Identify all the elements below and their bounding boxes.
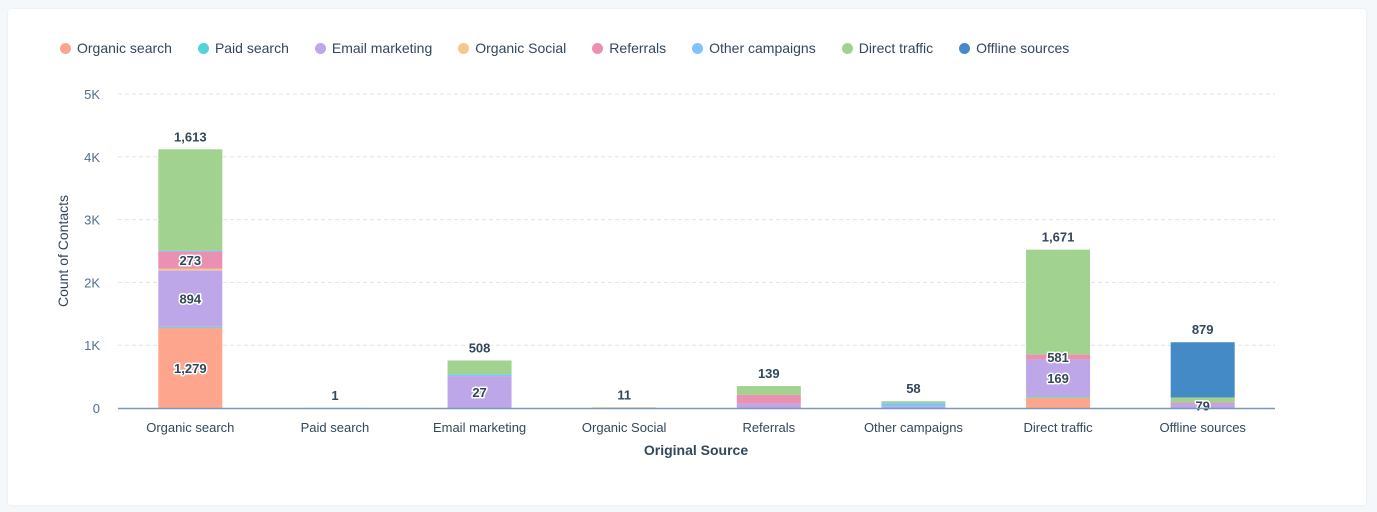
legend-label: Organic Social — [475, 40, 567, 56]
bar-segment — [736, 403, 801, 408]
legend-dot-icon — [314, 42, 326, 54]
bar-segment — [158, 326, 223, 328]
legend-dot-icon — [197, 42, 209, 54]
x-axis-title: Original Source — [644, 442, 748, 458]
data-label: 79 — [1195, 399, 1209, 414]
bar-segment — [1026, 249, 1091, 355]
data-label: 139 — [758, 366, 780, 381]
bar-segment — [1026, 396, 1091, 398]
legend-label: Paid search — [214, 40, 289, 56]
bar-segment — [158, 250, 223, 252]
x-tick-label: Organic search — [146, 420, 234, 435]
data-label: 581 — [1047, 350, 1069, 365]
bar-segment — [447, 374, 512, 377]
y-tick-label: 5K — [84, 87, 100, 102]
bar-segment — [1170, 402, 1235, 404]
legend-item[interactable]: Organic search — [60, 40, 172, 56]
legend-label: Referrals — [609, 40, 667, 56]
x-tick-label: Email marketing — [433, 420, 526, 435]
data-label: 169 — [1047, 371, 1069, 386]
data-label: 27 — [472, 385, 486, 400]
y-tick-label: 0 — [93, 401, 100, 416]
bar-segment — [158, 268, 223, 271]
bar-segment — [1026, 359, 1091, 397]
y-axis-title: Count of Contacts — [55, 195, 71, 307]
legend-label: Direct traffic — [858, 40, 934, 56]
bar-segment — [1026, 397, 1091, 408]
legend-dot-icon — [458, 42, 470, 54]
bar-segment — [158, 149, 223, 251]
legend-label: Organic search — [77, 40, 172, 56]
data-label: 1 — [331, 388, 338, 403]
legend-item[interactable]: Other campaigns — [692, 40, 816, 56]
legend-item[interactable]: Email marketing — [314, 40, 433, 56]
y-tick-label: 1K — [84, 338, 100, 353]
legend-dot-icon — [959, 42, 971, 54]
data-label: 879 — [1192, 322, 1214, 337]
data-label: 11 — [617, 387, 631, 402]
chart-card — [8, 9, 1366, 505]
bar-segment — [447, 376, 512, 408]
legend-label: Email marketing — [331, 40, 433, 56]
legend-label: Offline sources — [976, 40, 1070, 56]
bar-segment — [158, 327, 223, 408]
legend-dot-icon — [692, 42, 704, 54]
data-label: 1,613 — [174, 129, 207, 144]
bar-segment — [1170, 342, 1235, 398]
bar-segment — [881, 403, 946, 407]
x-tick-label: Organic Social — [582, 420, 667, 435]
data-label: 894 — [179, 292, 201, 307]
legend-dot-icon — [841, 42, 853, 54]
bar-segment — [1026, 354, 1091, 360]
bar-segment — [881, 401, 946, 404]
legend-label: Other campaigns — [709, 40, 816, 56]
x-tick-label: Referrals — [742, 420, 795, 435]
legend-item[interactable]: Offline sources — [959, 40, 1069, 56]
legend: Organic search Paid search Email marketing… — [60, 40, 1095, 56]
data-label: 273 — [179, 253, 201, 268]
bar-segment — [1170, 403, 1235, 408]
legend-dot-icon — [592, 42, 604, 54]
legend-item[interactable]: Organic Social — [458, 40, 566, 56]
x-tick-label: Direct traffic — [1024, 420, 1094, 435]
bar-segment — [736, 386, 801, 395]
y-tick-label: 2K — [84, 275, 100, 290]
legend-dot-icon — [60, 42, 71, 54]
bar-segment — [881, 406, 946, 408]
y-tick-label: 4K — [84, 150, 100, 165]
data-label: 508 — [469, 340, 491, 355]
bar-segment — [736, 394, 801, 404]
bar-segment — [158, 270, 223, 327]
data-label: 1,671 — [1042, 230, 1075, 245]
legend-item[interactable]: Referrals — [592, 40, 666, 56]
legend-item[interactable]: Paid search — [197, 40, 289, 56]
bar-segment — [447, 360, 512, 375]
bar-segment — [1170, 397, 1235, 403]
legend-item[interactable]: Direct traffic — [841, 40, 934, 56]
data-label: 58 — [906, 381, 920, 396]
x-tick-label: Other campaigns — [864, 420, 963, 435]
x-tick-label: Offline sources — [1159, 420, 1246, 435]
x-tick-label: Paid search — [301, 420, 370, 435]
y-tick-label: 3K — [84, 213, 100, 228]
bar-segment — [158, 251, 223, 269]
data-label: 1,279 — [174, 361, 207, 376]
